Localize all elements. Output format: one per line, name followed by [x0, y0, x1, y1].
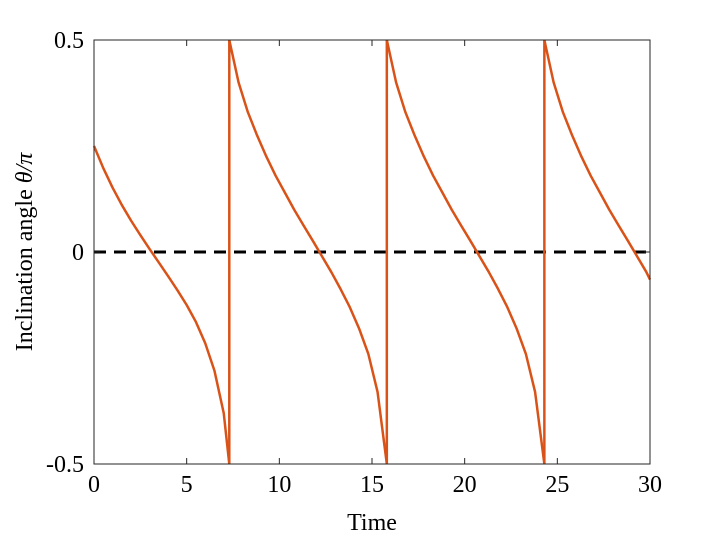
series-segment-1 — [92, 145, 231, 465]
x-tick-label: 20 — [453, 472, 477, 498]
tick-layer: 0 5 10 15 20 25 30-0.500.5 — [46, 28, 662, 498]
series-segment-3 — [385, 39, 546, 465]
y-axis-label-text: Inclination angle — [12, 183, 38, 351]
y-axis-label-symbol: θ/π — [12, 152, 38, 183]
series-segment-4 — [543, 39, 652, 281]
x-tick-label: 0 — [88, 472, 100, 498]
x-tick-label: 25 — [545, 472, 569, 498]
data-layer — [92, 39, 652, 465]
y-tick-label: 0 — [72, 240, 84, 266]
x-tick-label: 15 — [360, 472, 384, 498]
series-segment-2 — [228, 39, 389, 465]
x-axis-label: Time — [347, 510, 397, 536]
x-tick-label: 30 — [638, 472, 662, 498]
y-axis-label: Inclination angle θ/π — [12, 152, 38, 351]
y-tick-label: -0.5 — [46, 452, 84, 478]
x-tick-label: 10 — [267, 472, 291, 498]
y-tick-label: 0.5 — [54, 28, 84, 54]
x-tick-label: 5 — [181, 472, 193, 498]
